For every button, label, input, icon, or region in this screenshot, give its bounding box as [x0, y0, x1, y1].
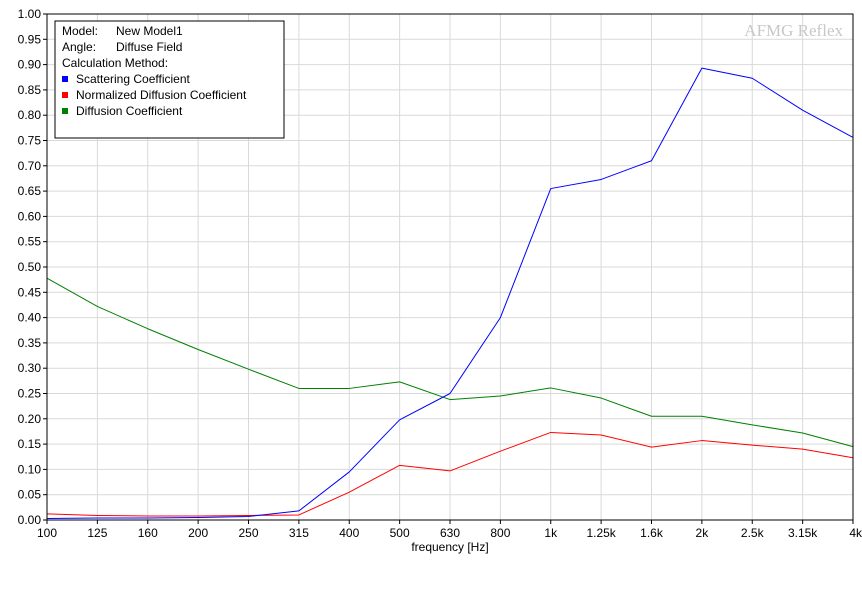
legend-label-scattering-coefficient: Scattering Coefficient [76, 72, 191, 86]
x-tick-label: 2k [696, 526, 710, 540]
watermark: AFMG Reflex [744, 21, 843, 40]
series-line-diffusion-coefficient [46, 277, 854, 448]
x-tick-label: 800 [490, 526, 510, 540]
y-tick-label: 0.50 [18, 260, 42, 274]
y-tick-label: 0.90 [18, 58, 42, 72]
legend-method-label: Calculation Method: [62, 56, 168, 70]
y-tick-label: 0.20 [18, 412, 42, 426]
legend-angle-value: Diffuse Field [116, 40, 182, 54]
x-tick-label: 630 [440, 526, 460, 540]
x-tick-label: 100 [37, 526, 57, 540]
y-tick-label: 0.30 [18, 361, 42, 375]
legend-box [54, 20, 285, 139]
series-line-normalized-diffusion-coefficient [46, 431, 854, 517]
series-line-scattering-coefficient [46, 67, 854, 519]
y-tick-label: 0.60 [18, 209, 42, 223]
legend-swatch-diffusion-coefficient [62, 108, 68, 114]
legend: Model: New Model1 Angle: Diffuse Field C… [54, 20, 285, 139]
y-tick-label: 0.80 [18, 108, 42, 122]
legend-label-diffusion-coefficient: Diffusion Coefficient [76, 104, 183, 118]
grid [46, 13, 854, 521]
y-tick-label: 1.00 [18, 7, 42, 21]
y-tick-label: 0.95 [18, 32, 42, 46]
legend-entries: Scattering Coefficient Normalized Diffusi… [62, 72, 247, 118]
x-tick-label: 1.25k [586, 526, 616, 540]
y-tick-label: 0.45 [18, 285, 42, 299]
x-axis-title: frequency [Hz] [411, 540, 488, 554]
x-axis-ticks: 100 125 160 200 250 315 400 500 630 800 1k 1.25k 1.6… [37, 520, 862, 540]
x-tick-label: 315 [289, 526, 309, 540]
y-tick-label: 0.65 [18, 184, 42, 198]
x-tick-label: 4k [849, 526, 862, 540]
y-tick-label: 0.75 [18, 134, 42, 148]
legend-label-normalized-diffusion-coefficient: Normalized Diffusion Coefficient [76, 88, 247, 102]
y-axis-ticks: 0.00 0.05 0.10 0.15 0.20 0.25 0.30 0.35 0.40 0.45… [18, 7, 47, 527]
legend-angle-label: Angle: [62, 40, 96, 54]
plot-border [46, 13, 854, 521]
y-tick-label: 0.05 [18, 488, 42, 502]
y-tick-label: 0.00 [18, 513, 42, 527]
y-tick-label: 0.10 [18, 462, 42, 476]
x-tick-label: 500 [390, 526, 410, 540]
x-tick-label: 1k [544, 526, 558, 540]
y-tick-label: 0.40 [18, 311, 42, 325]
legend-swatch-scattering-coefficient [62, 76, 68, 82]
legend-model-value: New Model1 [116, 24, 183, 38]
legend-swatch-normalized-diffusion-coefficient [62, 92, 68, 98]
legend-model-label: Model: [62, 24, 98, 38]
y-tick-label: 0.70 [18, 159, 42, 173]
x-tick-label: 125 [87, 526, 107, 540]
x-tick-label: 1.6k [640, 526, 664, 540]
y-tick-label: 0.15 [18, 437, 42, 451]
series-lines [46, 67, 854, 519]
x-tick-label: 2.5k [741, 526, 765, 540]
y-tick-label: 0.25 [18, 387, 42, 401]
x-tick-label: 200 [188, 526, 208, 540]
x-tick-label: 160 [138, 526, 158, 540]
y-tick-label: 0.85 [18, 83, 42, 97]
x-tick-label: 3.15k [788, 526, 818, 540]
y-tick-label: 0.35 [18, 336, 42, 350]
x-tick-label: 250 [238, 526, 258, 540]
x-tick-label: 400 [339, 526, 359, 540]
y-tick-label: 0.55 [18, 235, 42, 249]
